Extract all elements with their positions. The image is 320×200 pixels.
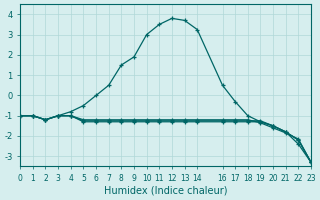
X-axis label: Humidex (Indice chaleur): Humidex (Indice chaleur) (104, 186, 227, 196)
